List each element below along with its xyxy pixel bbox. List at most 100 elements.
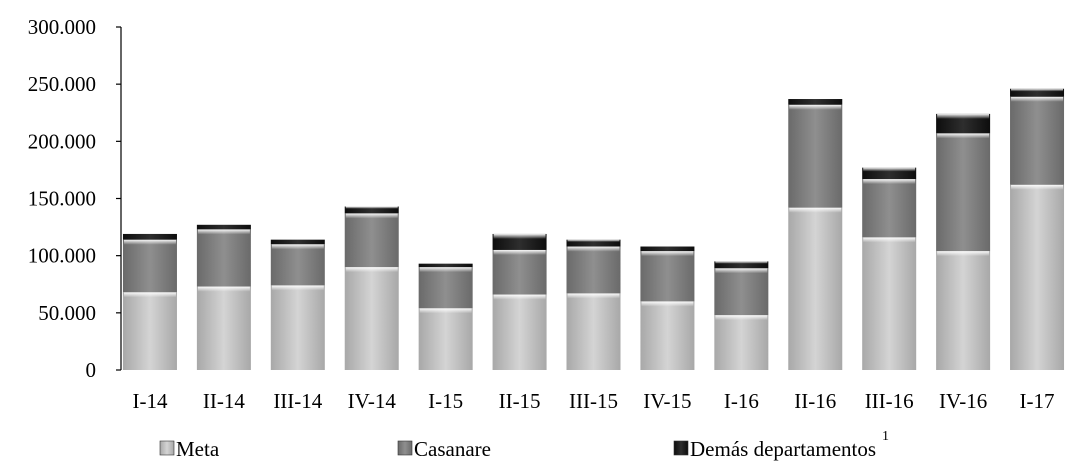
bar-highlight	[715, 315, 768, 321]
bar-meta-iii-14	[270, 285, 325, 370]
bar-meta-i-16	[714, 315, 769, 370]
x-tick-label: II-14	[203, 389, 245, 413]
bar-meta-iii-15	[566, 293, 621, 370]
bar-highlight	[345, 213, 398, 219]
bar-meta-iii-16	[862, 237, 917, 370]
bar-meta-ii-14	[196, 286, 251, 370]
legend-footnote-marker: 1	[882, 429, 889, 444]
bar-meta-iv-16	[936, 251, 991, 370]
bar-highlight	[197, 286, 250, 292]
legend-label-demas: Demás departamentos	[690, 437, 876, 461]
y-tick-label: 250.000	[28, 72, 96, 96]
bar-demas-iii-15	[566, 239, 621, 247]
bar-highlight	[789, 207, 842, 213]
bar-meta-iv-15	[640, 301, 695, 370]
y-tick-label: 300.000	[28, 15, 96, 39]
bar-highlight	[123, 239, 176, 245]
bar-highlight	[1011, 96, 1064, 102]
bar-meta-ii-15	[492, 294, 547, 370]
bar-casanare-iv-14	[344, 213, 399, 268]
x-tick-label: I-14	[132, 389, 167, 413]
bar-highlight	[123, 292, 176, 298]
bar-highlight	[937, 251, 990, 257]
bar-casanare-i-16	[714, 268, 769, 316]
bar-demas-i-17	[1010, 88, 1065, 97]
bar-casanare-i-17	[1010, 96, 1065, 185]
bar-highlight	[1011, 88, 1064, 92]
bar-meta-iv-14	[344, 267, 399, 370]
bar-highlight	[419, 308, 472, 314]
bar-highlight	[197, 229, 250, 235]
bar-demas-i-15	[418, 263, 473, 268]
bar-demas-ii-14	[196, 224, 251, 230]
y-tick-label: 100.000	[28, 244, 96, 268]
bar-highlight	[863, 237, 916, 243]
bar-meta-ii-16	[788, 207, 843, 370]
x-tick-label: IV-15	[643, 389, 691, 413]
x-tick-label: III-16	[865, 389, 914, 413]
x-tick-label: IV-14	[348, 389, 397, 413]
bar-highlight	[271, 244, 324, 250]
bar-casanare-iii-14	[270, 244, 325, 286]
x-axis-labels: I-14 II-14 III-14 IV-14 I-15 II-15 III-15 IV-15…	[132, 389, 1054, 413]
bar-demas-iv-14	[344, 206, 399, 214]
bar-meta-i-14	[122, 292, 177, 370]
bar-highlight	[715, 268, 768, 274]
bar-highlight	[1011, 184, 1064, 190]
bar-demas-i-14	[122, 233, 177, 240]
legend-swatch-casanare	[397, 440, 413, 456]
bar-highlight	[715, 261, 768, 264]
bar-highlight	[345, 267, 398, 273]
bar-meta-i-15	[418, 308, 473, 370]
bar-highlight	[863, 167, 916, 172]
x-tick-label: III-15	[569, 389, 618, 413]
bar-demas-ii-16	[788, 99, 843, 105]
bar-highlight	[419, 267, 472, 273]
legend-label-casanare: Casanare	[414, 437, 491, 461]
x-tick-label: III-14	[273, 389, 322, 413]
bar-highlight	[567, 293, 620, 299]
x-tick-label: IV-16	[939, 389, 987, 413]
bar-highlight	[493, 233, 546, 239]
bar-demas-iii-16	[862, 167, 917, 180]
bar-casanare-iii-15	[566, 246, 621, 294]
bar-meta-i-17	[1010, 184, 1065, 370]
bar-casanare-iv-15	[640, 251, 695, 302]
legend: Meta Casanare Demás departamentos 1	[159, 429, 889, 461]
bar-highlight	[937, 113, 990, 119]
y-tick-label: 0	[86, 358, 97, 382]
x-tick-label: II-15	[499, 389, 541, 413]
bar-casanare-ii-14	[196, 229, 251, 287]
bar-highlight	[863, 179, 916, 185]
bar-casanare-ii-15	[492, 249, 547, 295]
bar-highlight	[493, 294, 546, 300]
x-tick-label: II-16	[794, 389, 836, 413]
bar-highlight	[345, 206, 398, 209]
bar-demas-iii-14	[270, 239, 325, 245]
y-axis: 0 50.000 100.000 150.000 200.000 250.000 300.0…	[28, 15, 122, 382]
bar-casanare-ii-16	[788, 104, 843, 208]
bar-highlight	[789, 104, 842, 110]
bar-highlight	[271, 285, 324, 291]
y-tick-label: 200.000	[28, 129, 96, 153]
bar-demas-i-16	[714, 261, 769, 269]
bar-highlight	[567, 246, 620, 252]
x-tick-label: I-16	[724, 389, 759, 413]
y-tick-label: 150.000	[28, 187, 96, 211]
x-tick-label: I-15	[428, 389, 463, 413]
bar-highlight	[641, 301, 694, 307]
bar-casanare-i-14	[122, 239, 177, 293]
bar-demas-iv-15	[640, 246, 695, 252]
bar-casanare-iv-16	[936, 133, 991, 252]
x-tick-label: I-17	[1020, 389, 1055, 413]
y-tick-label: 50.000	[38, 301, 96, 325]
bars-group	[122, 88, 1065, 370]
bar-highlight	[937, 133, 990, 139]
bar-highlight	[641, 251, 694, 257]
bar-casanare-iii-16	[862, 179, 917, 238]
legend-swatch-meta	[159, 440, 175, 456]
legend-label-meta: Meta	[176, 437, 220, 461]
legend-swatch-demas	[673, 440, 689, 456]
